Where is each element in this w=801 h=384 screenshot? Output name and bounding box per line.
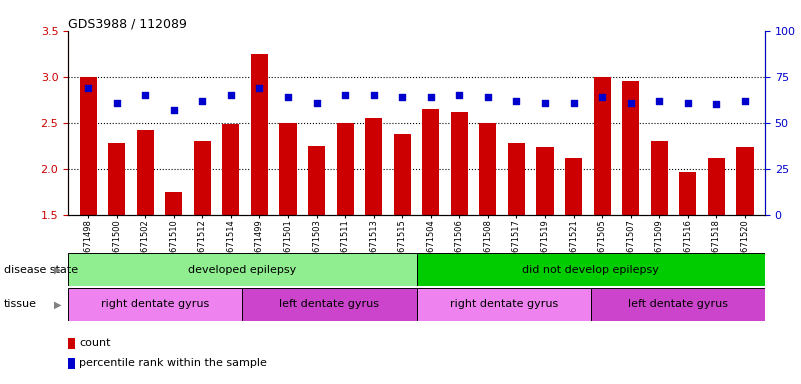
Bar: [365, 118, 382, 215]
Point: [739, 98, 751, 104]
Bar: [736, 147, 754, 215]
Text: tissue: tissue: [4, 299, 37, 310]
Bar: [417, 253, 765, 286]
Text: right dentate gyrus: right dentate gyrus: [449, 299, 557, 310]
Point: [596, 94, 609, 100]
Text: did not develop epilepsy: did not develop epilepsy: [522, 265, 659, 275]
Point: [682, 99, 694, 106]
Bar: [622, 81, 639, 215]
Bar: [508, 143, 525, 215]
Point: [510, 98, 523, 104]
Bar: [79, 77, 97, 215]
Bar: [308, 146, 325, 215]
Text: disease state: disease state: [4, 265, 78, 275]
Bar: [565, 158, 582, 215]
Point: [453, 92, 465, 98]
Point: [139, 92, 151, 98]
Point: [567, 99, 580, 106]
Bar: [708, 158, 725, 215]
Text: ▶: ▶: [54, 265, 62, 275]
Point: [310, 99, 323, 106]
Bar: [679, 172, 696, 215]
Text: count: count: [79, 338, 111, 348]
Bar: [137, 130, 154, 215]
Text: GDS3988 / 112089: GDS3988 / 112089: [68, 17, 187, 30]
Text: right dentate gyrus: right dentate gyrus: [101, 299, 209, 310]
Bar: [68, 338, 75, 349]
Bar: [194, 141, 211, 215]
Text: developed epilepsy: developed epilepsy: [188, 265, 296, 275]
Bar: [68, 253, 417, 286]
Bar: [223, 124, 239, 215]
Point: [481, 94, 494, 100]
Point: [396, 94, 409, 100]
Point: [538, 99, 551, 106]
Bar: [479, 123, 497, 215]
Text: left dentate gyrus: left dentate gyrus: [280, 299, 380, 310]
Point: [425, 94, 437, 100]
Point: [167, 107, 180, 113]
Point: [710, 101, 723, 108]
Bar: [68, 288, 242, 321]
Text: left dentate gyrus: left dentate gyrus: [628, 299, 728, 310]
Point: [368, 92, 380, 98]
Bar: [594, 77, 610, 215]
Bar: [422, 109, 440, 215]
Bar: [165, 192, 183, 215]
Bar: [590, 288, 765, 321]
Bar: [393, 134, 411, 215]
Bar: [280, 123, 296, 215]
Bar: [242, 288, 417, 321]
Bar: [650, 141, 668, 215]
Point: [111, 99, 123, 106]
Point: [339, 92, 352, 98]
Bar: [251, 54, 268, 215]
Bar: [537, 147, 553, 215]
Point: [224, 92, 237, 98]
Point: [253, 85, 266, 91]
Point: [282, 94, 295, 100]
Bar: [68, 358, 75, 369]
Bar: [108, 143, 125, 215]
Bar: [336, 123, 354, 215]
Point: [624, 99, 637, 106]
Point: [653, 98, 666, 104]
Point: [82, 85, 95, 91]
Text: ▶: ▶: [54, 299, 62, 310]
Text: percentile rank within the sample: percentile rank within the sample: [79, 358, 268, 368]
Bar: [451, 112, 468, 215]
Point: [196, 98, 209, 104]
Bar: [417, 288, 590, 321]
